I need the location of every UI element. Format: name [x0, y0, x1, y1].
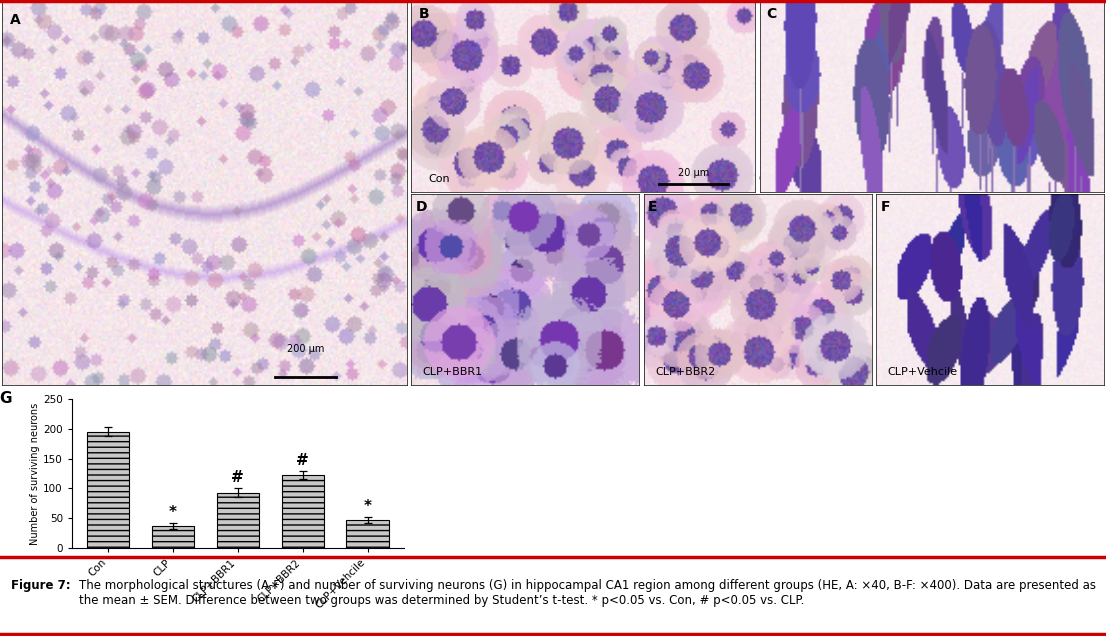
Text: CLP+BBR1: CLP+BBR1	[422, 367, 483, 377]
Text: 20 μm: 20 μm	[678, 169, 709, 178]
Text: Con: Con	[429, 174, 450, 184]
Text: G: G	[0, 391, 11, 406]
Text: #: #	[296, 453, 309, 468]
Bar	[87, 432, 129, 548]
Y-axis label: Number of surviving neurons: Number of surviving neurons	[30, 403, 40, 544]
Text: D: D	[416, 200, 428, 214]
Text: C: C	[766, 7, 776, 21]
Text: #: #	[231, 470, 244, 485]
Text: F: F	[880, 200, 890, 214]
Text: A: A	[10, 13, 21, 27]
Text: Figure 7:: Figure 7:	[11, 579, 71, 592]
Bar	[346, 520, 388, 548]
Text: 200 μm: 200 μm	[288, 344, 324, 354]
Bar	[152, 525, 194, 548]
Text: The morphological structures (A-F) and number of surviving neurons (G) in hippoc: The morphological structures (A-F) and n…	[79, 579, 1096, 607]
Text: CLP: CLP	[759, 174, 780, 184]
Bar	[217, 493, 259, 548]
Bar	[282, 475, 324, 548]
Text: B: B	[418, 7, 429, 21]
Text: *: *	[169, 504, 177, 520]
Text: CLP+Vehcile: CLP+Vehcile	[887, 367, 958, 377]
Text: CLP+BBR2: CLP+BBR2	[655, 367, 716, 377]
Text: E: E	[648, 200, 658, 214]
Text: *: *	[364, 499, 372, 514]
